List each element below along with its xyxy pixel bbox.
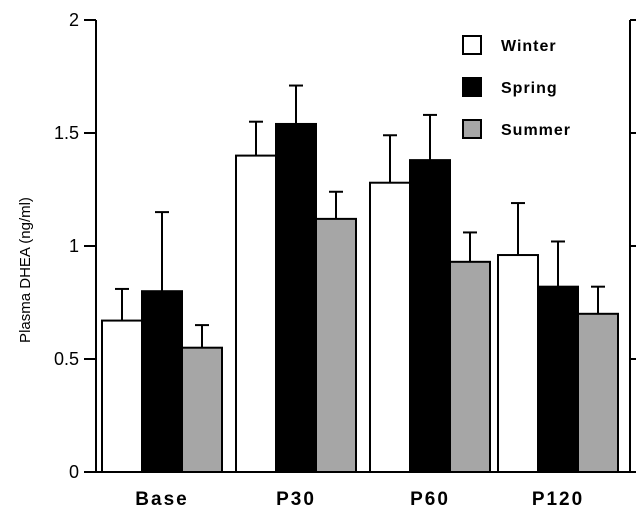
x-tick-label: P120 (532, 489, 584, 509)
labels: 0 0.5 1 1.5 2 Plasma DHEA (ng/ml) Base P30 P60 P1… (17, 10, 584, 509)
legend-label-winter: Winter (501, 38, 557, 55)
bar-winter-p30 (235, 154, 277, 473)
bar-winter-base (101, 319, 143, 473)
bar-summer-base (181, 346, 223, 474)
y-tick-label: 2 (69, 10, 79, 30)
bars (101, 84, 619, 474)
y-tick-label: 1.5 (54, 123, 79, 143)
y-tick-label: 1 (69, 236, 79, 256)
bar-summer-p120 (577, 312, 619, 473)
x-tick-label: P60 (410, 489, 450, 509)
legend-swatch-spring (462, 77, 482, 97)
bar-spring-p120 (537, 285, 579, 473)
y-tick-label: 0 (69, 462, 79, 482)
bar-winter-p60 (369, 181, 411, 473)
legend-swatch-summer (462, 119, 482, 139)
legend: Winter Spring Summer (462, 35, 571, 139)
legend-label-spring: Spring (501, 80, 558, 97)
legend-label-summer: Summer (501, 122, 571, 139)
x-tick-label: P30 (276, 489, 316, 509)
y-axis-label: Plasma DHEA (ng/ml) (17, 197, 34, 343)
bar-spring-base (141, 290, 183, 474)
legend-swatch-winter (462, 35, 482, 55)
bar-summer-p60 (449, 260, 491, 473)
bar-spring-p30 (275, 122, 317, 474)
bar-summer-p30 (315, 217, 357, 473)
y-tick-label: 0.5 (54, 349, 79, 369)
bar-winter-p120 (497, 254, 539, 473)
bar-spring-p60 (409, 159, 451, 473)
x-tick-label: Base (135, 489, 188, 509)
